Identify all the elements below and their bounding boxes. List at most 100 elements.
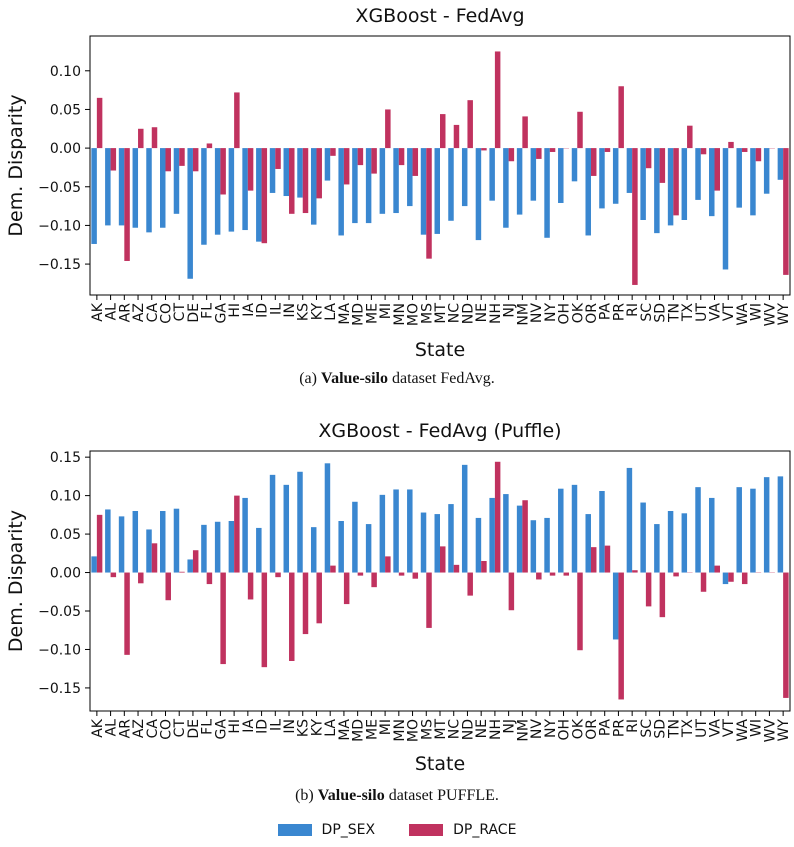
bar-dp-race-ar bbox=[124, 148, 130, 261]
caption-b: (b) Value-silo dataset PUFFLE. bbox=[0, 787, 794, 805]
bar-dp-race-hi bbox=[234, 92, 240, 149]
y-axis-label: Dem. Disparity bbox=[5, 510, 27, 652]
bar-dp-race-wy bbox=[783, 148, 789, 275]
bar-dp-sex-ct bbox=[173, 148, 180, 214]
bar-dp-sex-il bbox=[269, 148, 276, 193]
x-tick-label: RI bbox=[625, 719, 641, 733]
x-tick-label: NC bbox=[447, 303, 463, 323]
bar-dp-race-vt bbox=[728, 572, 734, 582]
bar-dp-sex-hi bbox=[228, 148, 235, 232]
bar-dp-sex-ut bbox=[695, 487, 701, 573]
bar-dp-sex-me bbox=[365, 524, 372, 573]
x-tick-label: PA bbox=[598, 719, 614, 737]
bar-dp-sex-wv bbox=[763, 477, 770, 573]
x-tick-label: ID bbox=[255, 719, 271, 734]
bar-dp-sex-ia bbox=[242, 497, 248, 573]
bar-dp-sex-ma bbox=[338, 521, 344, 573]
bar-dp-sex-va bbox=[709, 148, 715, 217]
x-tick-label: IL bbox=[268, 719, 284, 731]
bar-dp-race-ca bbox=[151, 543, 158, 573]
bar-dp-sex-co bbox=[160, 511, 166, 573]
bar-dp-sex-md bbox=[352, 148, 358, 224]
bar-dp-sex-wi bbox=[750, 488, 756, 573]
y-tick-label: 0.10 bbox=[50, 64, 81, 80]
x-tick-label: VA bbox=[708, 303, 724, 322]
y-tick-label: 0.00 bbox=[50, 141, 81, 157]
bar-dp-race-nm bbox=[522, 500, 528, 573]
x-tick-label: WA bbox=[735, 719, 751, 742]
bar-dp-sex-hi bbox=[228, 521, 235, 573]
bar-dp-sex-ri bbox=[626, 467, 633, 573]
bar-dp-sex-ok bbox=[571, 148, 578, 182]
legend-swatch-sex bbox=[277, 824, 312, 836]
x-tick-label: AR bbox=[117, 303, 133, 323]
x-tick-label: AL bbox=[104, 303, 120, 321]
x-tick-label: NJ bbox=[502, 719, 518, 734]
x-tick-label: MI bbox=[378, 303, 394, 319]
caption-a-rest: dataset FedAvg. bbox=[387, 370, 495, 387]
bar-dp-race-hi bbox=[234, 495, 240, 573]
caption-b-bold: Value-silo bbox=[317, 787, 385, 804]
bar-dp-sex-sd bbox=[654, 524, 660, 573]
bar-dp-race-ct bbox=[179, 571, 185, 573]
bar-dp-race-in bbox=[289, 148, 295, 214]
bar-dp-sex-id bbox=[256, 527, 262, 573]
x-tick-label: CT bbox=[172, 719, 188, 738]
legend-label-race: DP_RACE bbox=[453, 822, 517, 838]
x-tick-label: SC bbox=[639, 303, 655, 322]
x-tick-label: NE bbox=[474, 303, 490, 322]
y-tick-label: 0.15 bbox=[50, 450, 81, 466]
bar-dp-sex-wa bbox=[736, 148, 742, 208]
x-tick-label: NM bbox=[515, 303, 531, 326]
bar-dp-sex-ms bbox=[420, 512, 427, 573]
bar-dp-sex-nc bbox=[448, 504, 454, 573]
x-tick-label: OH bbox=[557, 303, 573, 325]
bar-dp-race-ok bbox=[577, 572, 583, 651]
bar-dp-race-de bbox=[192, 550, 199, 573]
x-tick-label: MI bbox=[378, 719, 394, 735]
x-tick-label: HI bbox=[227, 719, 243, 734]
bar-dp-sex-ks bbox=[297, 471, 303, 573]
bar-dp-sex-mo bbox=[407, 489, 413, 573]
x-tick-label: OK bbox=[570, 718, 586, 739]
bar-dp-sex-ca bbox=[146, 529, 152, 573]
x-tick-label: FL bbox=[200, 719, 216, 735]
x-axis-label: State bbox=[415, 753, 465, 775]
bar-dp-sex-in bbox=[283, 484, 290, 573]
legend-item-race: DP_RACE bbox=[409, 822, 516, 838]
bar-dp-race-ne bbox=[481, 561, 487, 573]
bar-dp-race-nc bbox=[453, 124, 460, 149]
bar-dp-sex-ma bbox=[338, 148, 344, 236]
y-tick-label: 0.05 bbox=[50, 527, 81, 543]
bar-dp-sex-nh bbox=[489, 497, 495, 573]
bar-dp-race-me bbox=[371, 148, 377, 174]
bar-dp-sex-vt bbox=[722, 572, 729, 585]
bar-dp-race-me bbox=[371, 572, 377, 588]
x-tick-label: MN bbox=[392, 303, 408, 326]
x-tick-label: WA bbox=[735, 303, 751, 326]
x-tick-label: OR bbox=[584, 303, 600, 324]
bar-dp-sex-pr bbox=[612, 148, 619, 204]
bar-dp-sex-sd bbox=[654, 148, 660, 234]
bar-dp-sex-de bbox=[187, 559, 193, 573]
x-tick-label: TX bbox=[680, 303, 696, 323]
bar-dp-sex-or bbox=[585, 148, 591, 236]
bar-dp-sex-mo bbox=[407, 148, 413, 207]
x-tick-label: SD bbox=[653, 719, 669, 739]
bar-dp-race-il bbox=[275, 572, 281, 578]
bar-dp-sex-ar bbox=[118, 148, 125, 226]
bar-dp-race-nm bbox=[522, 116, 528, 149]
x-tick-label: NH bbox=[488, 719, 504, 740]
bar-dp-sex-md bbox=[352, 501, 358, 573]
x-tick-label: AR bbox=[117, 719, 133, 739]
bar-dp-sex-vt bbox=[722, 148, 729, 270]
bar-dp-sex-fl bbox=[201, 148, 207, 245]
x-tick-label: LA bbox=[323, 719, 339, 737]
bar-dp-sex-ms bbox=[420, 148, 427, 235]
y-tick-label: 0.05 bbox=[50, 102, 81, 118]
bar-dp-sex-pr bbox=[612, 572, 619, 640]
chart-1: XGBoost - FedAvg −0.15 −0.10 −0.05 0.00 0.05 0… bbox=[5, 5, 792, 361]
bar-dp-race-sd bbox=[659, 572, 666, 618]
bar-dp-race-md bbox=[357, 148, 364, 166]
